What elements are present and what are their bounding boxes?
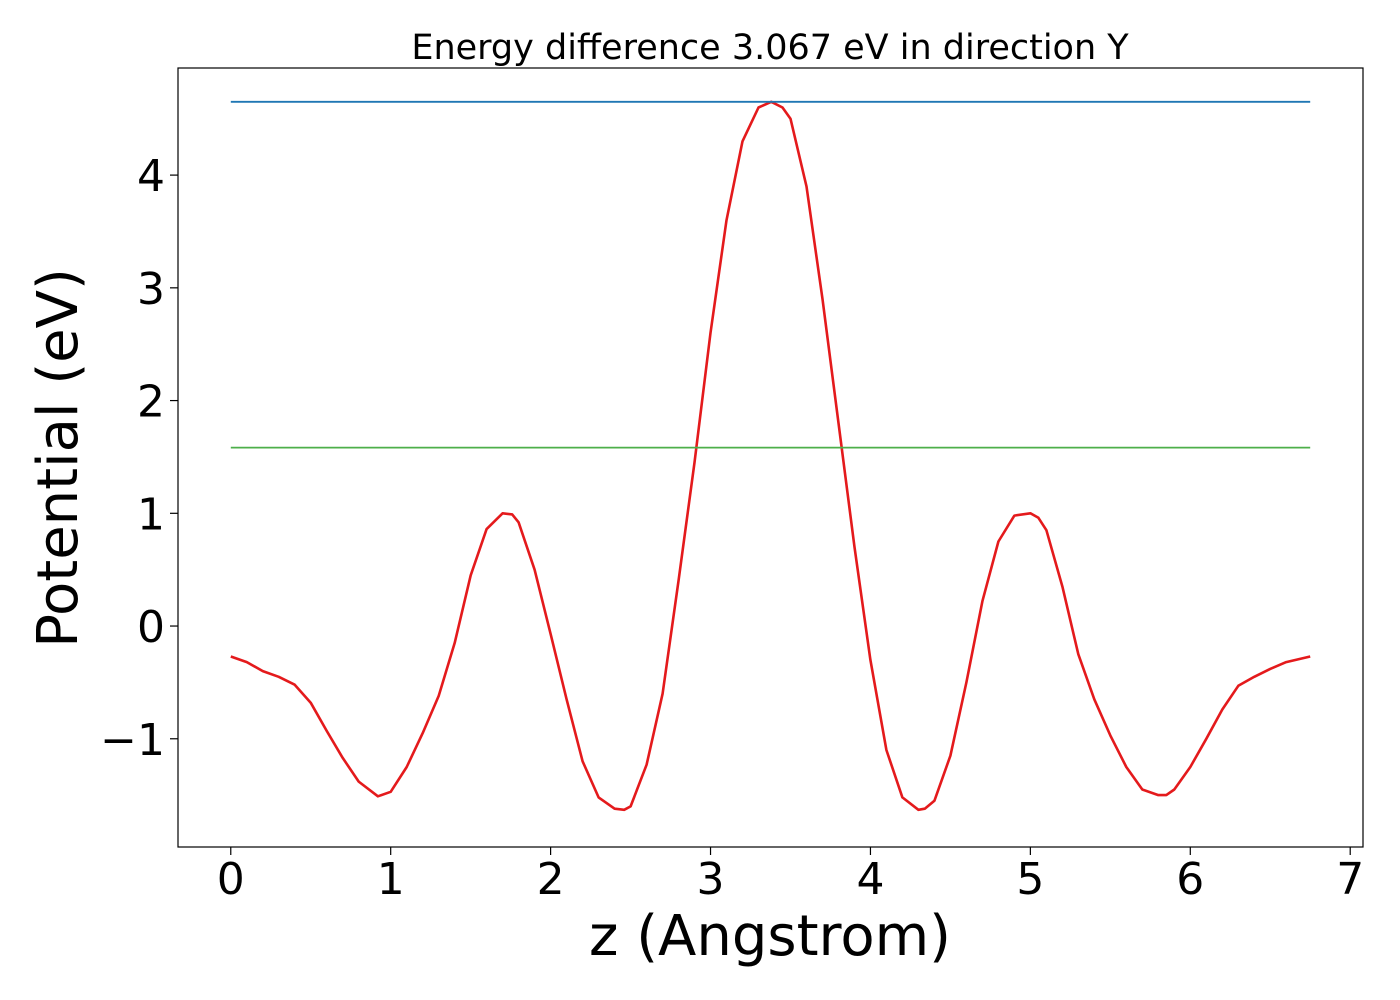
y-axis-label: Potential (eV) xyxy=(26,268,91,648)
x-axis-label: z (Angstrom) xyxy=(589,904,951,969)
series-line-0 xyxy=(230,100,1311,812)
x-tick-label: 4 xyxy=(856,854,884,905)
y-tick-label: 2 xyxy=(137,377,165,428)
axes-frame xyxy=(177,67,1364,848)
chart-title: Energy difference 3.067 eV in direction … xyxy=(411,28,1129,68)
y-tick-label: 4 xyxy=(137,151,165,202)
x-tick-label: 3 xyxy=(697,854,725,905)
y-axis: −1 0 1 2 3 4 xyxy=(100,151,178,766)
x-axis: 0 1 2 3 4 5 6 7 xyxy=(217,847,1364,905)
x-tick-label: 2 xyxy=(537,854,565,905)
x-tick-label: 1 xyxy=(377,854,405,905)
x-tick-label: 7 xyxy=(1336,854,1364,905)
y-tick-label: 0 xyxy=(137,602,165,653)
series-layer xyxy=(230,100,1311,812)
x-tick-label: 0 xyxy=(217,854,245,905)
x-tick-label: 6 xyxy=(1176,854,1204,905)
x-tick-label: 5 xyxy=(1016,854,1044,905)
y-tick-label: −1 xyxy=(100,715,165,766)
y-tick-label: 3 xyxy=(137,264,165,315)
y-tick-label: 1 xyxy=(137,489,165,540)
